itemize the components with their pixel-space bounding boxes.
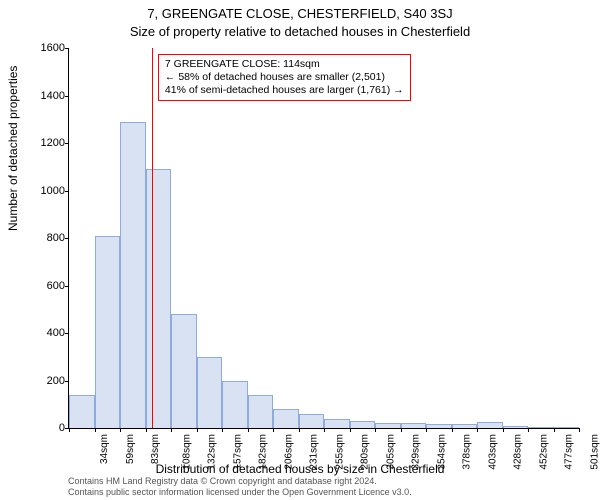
y-tick-label: 400: [47, 327, 65, 339]
x-tick-mark: [69, 428, 70, 432]
x-tick-mark: [503, 428, 504, 432]
x-tick-mark: [324, 428, 325, 432]
histogram-bar: [120, 122, 146, 428]
histogram-bar: [95, 236, 121, 428]
y-tick-label: 600: [47, 280, 65, 292]
x-tick-mark: [350, 428, 351, 432]
y-tick-label: 1200: [41, 137, 65, 149]
x-tick-mark: [528, 428, 529, 432]
x-tick-mark: [171, 428, 172, 432]
callout-box: 7 GREENGATE CLOSE: 114sqm← 58% of detach…: [158, 54, 411, 101]
y-tick-mark: [65, 238, 69, 239]
y-tick-mark: [65, 191, 69, 192]
x-tick-mark: [146, 428, 147, 432]
y-tick-mark: [65, 333, 69, 334]
y-tick-label: 1600: [41, 42, 65, 54]
chart-title: Size of property relative to detached ho…: [0, 24, 600, 39]
x-tick-mark: [273, 428, 274, 432]
x-tick-mark: [579, 428, 580, 432]
callout-line1: 7 GREENGATE CLOSE: 114sqm: [165, 58, 404, 71]
x-tick-label: 34sqm: [99, 434, 110, 464]
chart-supertitle: 7, GREENGATE CLOSE, CHESTERFIELD, S40 3S…: [0, 6, 600, 21]
x-tick-mark: [375, 428, 376, 432]
footer-line1: Contains HM Land Registry data © Crown c…: [68, 476, 412, 487]
chart-container: { "title_line1": "7, GREENGATE CLOSE, CH…: [0, 0, 600, 500]
histogram-bar: [197, 357, 223, 428]
histogram-bar: [528, 427, 554, 428]
footer-line2: Contains public sector information licen…: [68, 487, 412, 498]
x-tick-mark: [477, 428, 478, 432]
x-tick-mark: [401, 428, 402, 432]
histogram-bar: [146, 169, 172, 428]
x-tick-label: 83sqm: [150, 434, 161, 464]
callout-line2: ← 58% of detached houses are smaller (2,…: [165, 71, 404, 84]
x-tick-mark: [197, 428, 198, 432]
x-tick-mark: [452, 428, 453, 432]
histogram-bar: [350, 421, 376, 428]
y-tick-mark: [65, 96, 69, 97]
x-tick-mark: [554, 428, 555, 432]
histogram-bar: [426, 424, 452, 428]
y-tick-label: 1400: [41, 90, 65, 102]
histogram-bar: [375, 423, 401, 428]
plot-area: 0200400600800100012001400160034sqm59sqm8…: [68, 48, 579, 429]
histogram-bar: [452, 424, 478, 428]
x-tick-mark: [299, 428, 300, 432]
histogram-bar: [554, 427, 580, 428]
histogram-bar: [324, 419, 350, 429]
x-tick-mark: [222, 428, 223, 432]
y-tick-label: 200: [47, 375, 65, 387]
x-tick-mark: [426, 428, 427, 432]
y-tick-mark: [65, 48, 69, 49]
y-tick-label: 1000: [41, 185, 65, 197]
y-tick-label: 800: [47, 232, 65, 244]
histogram-bar: [248, 395, 274, 428]
histogram-bar: [401, 423, 427, 428]
footer-attribution: Contains HM Land Registry data © Crown c…: [68, 476, 412, 498]
histogram-bar: [477, 422, 503, 428]
histogram-bar: [503, 426, 529, 428]
histogram-bar: [171, 314, 197, 428]
y-tick-label: 0: [59, 422, 65, 434]
y-tick-mark: [65, 143, 69, 144]
y-tick-mark: [65, 286, 69, 287]
histogram-bar: [299, 414, 325, 428]
x-axis-label: Distribution of detached houses by size …: [0, 462, 600, 476]
x-tick-mark: [248, 428, 249, 432]
histogram-bar: [69, 395, 95, 428]
histogram-bar: [222, 381, 248, 429]
histogram-bar: [273, 409, 299, 428]
property-marker-line: [152, 48, 153, 428]
callout-line3: 41% of semi-detached houses are larger (…: [165, 84, 404, 97]
x-tick-mark: [120, 428, 121, 432]
y-axis-label: Number of detached properties: [6, 66, 20, 231]
y-tick-mark: [65, 381, 69, 382]
x-tick-label: 59sqm: [125, 434, 136, 464]
x-tick-mark: [95, 428, 96, 432]
